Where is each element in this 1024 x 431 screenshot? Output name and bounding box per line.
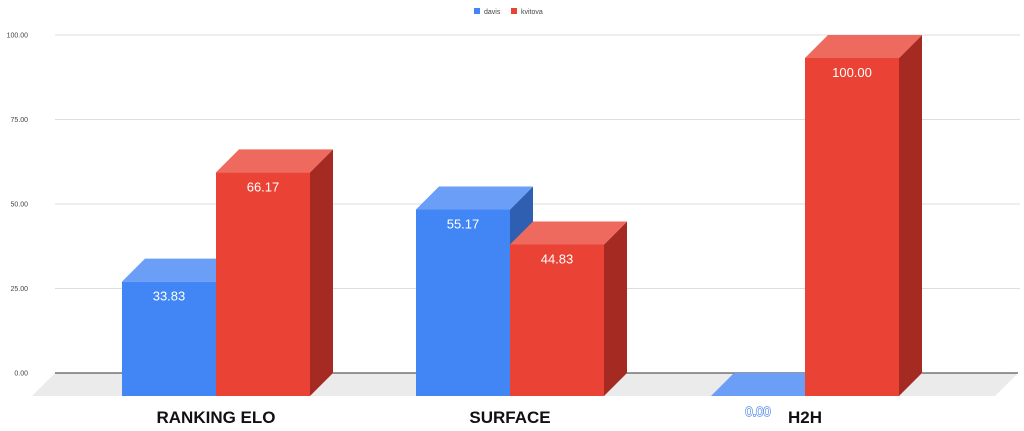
y-tick-label: 25.00 <box>10 286 28 293</box>
bar-top <box>416 186 533 210</box>
y-tick-label: 75.00 <box>10 117 28 124</box>
category-label: RANKING ELO <box>157 408 276 427</box>
y-axis-ticks: 0.00 25.00 50.00 75.00 100.00 <box>7 33 29 378</box>
y-tick-label: 0.00 <box>14 371 28 378</box>
legend-item-davis[interactable]: davis <box>474 8 501 16</box>
data-label: 44.83 <box>541 251 574 266</box>
bar-top <box>711 373 828 396</box>
bar-davis-0[interactable] <box>122 258 239 396</box>
bar-davis-2[interactable] <box>711 373 828 396</box>
category-label: SURFACE <box>469 408 550 427</box>
bar-side <box>604 221 627 396</box>
legend-label: kvitova <box>521 9 543 16</box>
bars <box>122 35 922 396</box>
bar-front <box>416 209 510 396</box>
bar-top <box>805 35 922 58</box>
data-label: 55.17 <box>447 217 480 232</box>
data-labels: 33.83 55.17 0.00 66.17 44.83 100.00 <box>153 65 872 420</box>
bar-top <box>122 258 239 282</box>
legend-swatch <box>474 8 480 14</box>
bar-side <box>899 35 922 396</box>
data-label: 33.83 <box>153 289 186 304</box>
bar-front <box>122 281 216 396</box>
data-label: 0.00 <box>745 404 770 419</box>
legend[interactable]: davis kvitova <box>474 8 543 16</box>
bar-top <box>216 149 333 173</box>
bar-kvitova-1[interactable] <box>510 221 627 396</box>
bar-top <box>510 221 627 245</box>
bar-front <box>216 172 310 396</box>
legend-label: davis <box>484 9 501 16</box>
bar-front <box>510 244 604 396</box>
bar-kvitova-0[interactable] <box>216 149 333 396</box>
data-label: 66.17 <box>247 179 280 194</box>
y-tick-label: 50.00 <box>10 202 28 209</box>
legend-swatch <box>511 8 517 14</box>
x-axis-categories: RANKING ELO SURFACE H2H <box>157 408 823 427</box>
legend-item-kvitova[interactable]: kvitova <box>511 8 543 16</box>
y-tick-label: 100.00 <box>7 33 29 40</box>
bar-front <box>805 58 899 396</box>
bar-kvitova-2[interactable] <box>805 35 922 396</box>
bar-side <box>310 149 333 396</box>
category-label: H2H <box>788 408 822 427</box>
data-label: 100.00 <box>832 65 872 80</box>
